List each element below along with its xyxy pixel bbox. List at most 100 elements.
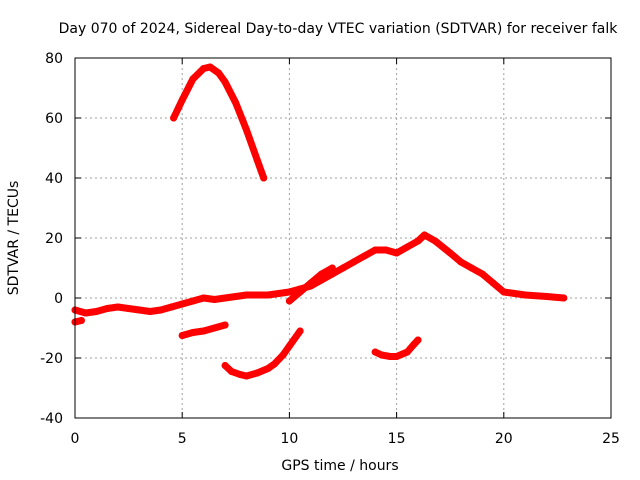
data-point [421,231,428,239]
data-point [489,279,497,287]
data-point [410,341,418,348]
x-tick-label: 20 [495,431,513,447]
data-point [253,156,261,164]
series-arc-7 [371,336,422,360]
data-point [414,336,422,344]
data-point [228,368,235,375]
series-line [170,63,268,182]
data-point [125,305,133,312]
y-tick-label: 0 [54,291,63,307]
data-point [221,78,229,86]
data-point [275,290,283,297]
data-point [253,369,261,377]
data-point [92,308,100,315]
y-tick-label: 40 [45,171,63,187]
data-point [307,279,315,287]
data-point [178,332,186,339]
data-point [210,324,218,332]
data-point [170,114,178,122]
data-point [200,65,208,72]
data-point [360,252,368,260]
data-point [378,351,386,359]
data-point [232,99,240,107]
axis-ticks: 0 5 10 15 20 25 -40 -20 0 20 40 60 80 [40,51,620,447]
y-tick-label: 80 [45,51,63,67]
data-point [157,306,165,314]
data-point [189,75,197,83]
x-tick-label: 10 [280,431,298,447]
data-point [393,249,401,257]
y-tick-label: -20 [40,351,63,367]
x-tick-label: 5 [178,431,187,447]
y-axis-label: SDTVAR / TECUs [6,181,22,296]
data-point [103,305,111,312]
series-arc-4 [71,317,85,326]
data-point [339,264,347,272]
data-point [221,321,229,329]
data-point [264,365,272,372]
data-point [178,96,186,104]
data-point [543,293,551,300]
data-point [221,294,229,302]
y-tick-label: -40 [40,411,63,427]
x-axis-label: GPS time / hours [281,458,398,474]
data-point [328,264,336,272]
x-tick-label: 0 [71,431,80,447]
data-point [285,342,293,350]
series-arc-2 [170,63,268,182]
data-point [386,353,394,360]
data-point [350,258,358,266]
data-point [253,291,261,299]
y-tick-label: 60 [45,111,63,127]
data-point [210,296,218,303]
data-point [414,237,422,245]
series-arc-3 [285,264,336,305]
data-point [178,300,186,308]
y-tick-label: 20 [45,231,63,247]
data-point [206,63,214,71]
data-point [114,303,122,311]
data-point [296,288,304,296]
x-tick-label: 15 [388,431,406,447]
data-point [457,258,465,266]
data-point [403,243,411,251]
data-point [431,237,439,245]
data-point [296,327,304,335]
data-point [264,291,272,299]
data-point [521,291,529,299]
data-point [189,297,197,305]
data-point [168,303,175,311]
chart-title: Day 070 of 2024, Sidereal Day-to-day VTE… [59,21,619,37]
data-point [371,348,379,356]
data-point [200,327,208,335]
data-point [371,246,379,254]
data-point [270,360,278,368]
data-point [200,294,208,302]
data-point [468,264,476,272]
data-point [243,372,250,380]
data-point [446,249,454,257]
data-point [478,270,486,278]
data-point [232,293,240,300]
data-point [318,270,326,278]
data-point [243,291,250,299]
data-point [77,317,85,324]
data-point [260,174,268,182]
data-point [221,362,229,369]
data-point [135,306,143,314]
data-point [285,288,293,296]
grid [75,58,611,418]
series-arc-5 [178,321,229,339]
data-point [215,69,223,77]
x-tick-label: 25 [602,431,620,447]
data-point [393,353,401,360]
data-point [279,351,287,359]
data-point [500,288,508,296]
plot-area [71,63,568,380]
data-point [285,297,293,305]
data-point [560,294,568,302]
data-point [82,309,90,317]
data-point [189,329,197,336]
